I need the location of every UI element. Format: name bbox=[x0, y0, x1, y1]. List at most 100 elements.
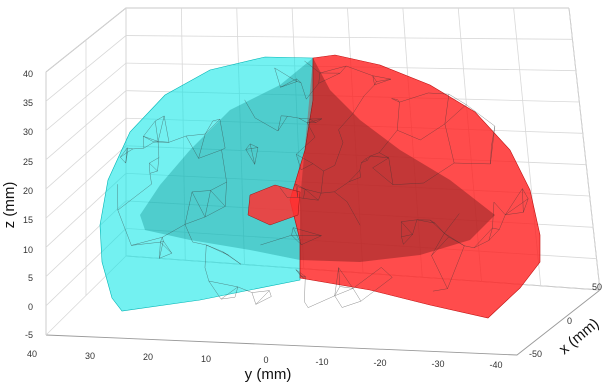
mesh-edge bbox=[307, 118, 322, 123]
mesh-edge bbox=[334, 191, 348, 202]
mesh-edge bbox=[305, 189, 319, 201]
mesh-edge bbox=[149, 157, 159, 164]
x-tick-label: 0 bbox=[567, 316, 572, 326]
z-tick-label: 5 bbox=[28, 273, 33, 283]
mesh-edge bbox=[297, 186, 306, 190]
mesh-edge bbox=[296, 78, 302, 83]
mesh-edge bbox=[397, 99, 400, 103]
mesh-edge bbox=[251, 292, 257, 305]
mesh-edge bbox=[301, 235, 322, 245]
mesh-edge bbox=[338, 267, 341, 287]
mesh-edge bbox=[492, 227, 500, 230]
mesh-edge bbox=[434, 223, 445, 234]
mesh-edge bbox=[287, 116, 299, 119]
mesh-edge bbox=[305, 188, 322, 194]
mesh-edge bbox=[348, 170, 360, 182]
mesh-edge bbox=[505, 188, 523, 215]
mesh-edge bbox=[306, 83, 319, 100]
mesh-edge bbox=[308, 295, 335, 308]
mesh-edge bbox=[149, 163, 151, 174]
mesh-edge bbox=[334, 267, 339, 296]
mesh-edge bbox=[237, 286, 253, 293]
mesh-edge bbox=[295, 269, 306, 277]
mesh-edge bbox=[444, 213, 460, 234]
y-tick-label: 20 bbox=[143, 352, 153, 362]
mesh-edge bbox=[388, 157, 394, 185]
mesh-edge bbox=[222, 251, 241, 265]
mesh-edge bbox=[245, 143, 251, 150]
mesh-edge bbox=[132, 147, 144, 150]
z-tick-label: -5 bbox=[25, 330, 33, 340]
mesh-edge bbox=[162, 224, 186, 238]
mesh-edge bbox=[143, 120, 156, 137]
mesh-edge bbox=[221, 148, 226, 151]
mesh-edge bbox=[298, 117, 308, 123]
z-tick-label: 35 bbox=[23, 98, 33, 108]
mesh-edge bbox=[298, 117, 310, 120]
x-tick-label: -50 bbox=[529, 349, 542, 359]
mesh-edge bbox=[208, 280, 238, 288]
mesh-edge bbox=[473, 240, 489, 248]
mesh-edge bbox=[149, 170, 158, 174]
y-axis-ticks: 40 30 20 10 0 -10 -20 -30 -40 bbox=[27, 349, 503, 370]
mesh-edge bbox=[250, 143, 259, 148]
mesh-edge bbox=[376, 78, 392, 82]
mesh-edge bbox=[204, 267, 209, 282]
mesh-edge bbox=[163, 115, 170, 143]
mesh-edge bbox=[303, 198, 319, 201]
mesh-edge bbox=[131, 241, 161, 246]
mesh-edge bbox=[360, 277, 393, 302]
z-axis-ticks: -5 0 5 10 15 20 25 30 35 40 bbox=[23, 69, 33, 340]
mesh-edge bbox=[493, 201, 506, 215]
mesh-edge bbox=[363, 84, 375, 96]
mesh-edge bbox=[488, 227, 493, 241]
mesh-edge bbox=[304, 60, 321, 74]
mesh-edge bbox=[444, 233, 465, 246]
mesh-edge bbox=[149, 163, 158, 172]
y-tick-label: -30 bbox=[431, 359, 444, 369]
mesh-edge bbox=[392, 182, 424, 185]
mesh-edge bbox=[274, 67, 298, 82]
mesh-edge bbox=[307, 122, 316, 138]
mesh-edge bbox=[334, 295, 343, 308]
mesh-edge bbox=[444, 104, 467, 125]
mesh-edge bbox=[391, 98, 398, 100]
mesh-edge bbox=[403, 234, 413, 245]
mesh-edge bbox=[432, 288, 448, 292]
mesh-edge bbox=[431, 233, 445, 256]
mesh-edge bbox=[274, 67, 281, 88]
mesh-edge bbox=[204, 244, 207, 268]
mesh-edge bbox=[117, 210, 132, 246]
mesh-edge bbox=[255, 296, 272, 305]
mesh-edge bbox=[192, 190, 211, 193]
mesh-edge bbox=[338, 113, 353, 130]
mesh-edge bbox=[346, 201, 361, 226]
mesh-edge bbox=[120, 147, 128, 158]
mesh-edge bbox=[416, 219, 436, 224]
z-axis-label: z (mm) bbox=[1, 182, 18, 229]
mesh-edge bbox=[338, 129, 344, 143]
mesh-edge bbox=[206, 244, 229, 256]
mesh-edge bbox=[372, 75, 377, 82]
y-tick-label: 40 bbox=[27, 349, 37, 359]
mesh-edge bbox=[352, 267, 382, 289]
mesh-edge bbox=[206, 244, 223, 252]
mesh-edge bbox=[367, 155, 371, 161]
mesh-edge bbox=[159, 242, 161, 259]
z-tick-label: 30 bbox=[23, 127, 33, 137]
mesh-edge bbox=[127, 148, 133, 153]
mesh-edge bbox=[296, 81, 301, 83]
mesh-edge bbox=[522, 188, 529, 199]
mesh-edge bbox=[412, 219, 418, 235]
mesh-edge bbox=[312, 163, 324, 172]
mesh-edge bbox=[323, 165, 335, 172]
mesh-edge bbox=[160, 240, 164, 243]
mesh-edge bbox=[293, 227, 322, 236]
surface-mesh bbox=[117, 60, 529, 308]
mesh-edge bbox=[361, 160, 368, 163]
mesh-edge bbox=[430, 219, 436, 224]
y-tick-label: -10 bbox=[315, 357, 328, 367]
x-axis-label: x (mm) bbox=[556, 315, 603, 358]
mesh-edge bbox=[212, 119, 220, 122]
